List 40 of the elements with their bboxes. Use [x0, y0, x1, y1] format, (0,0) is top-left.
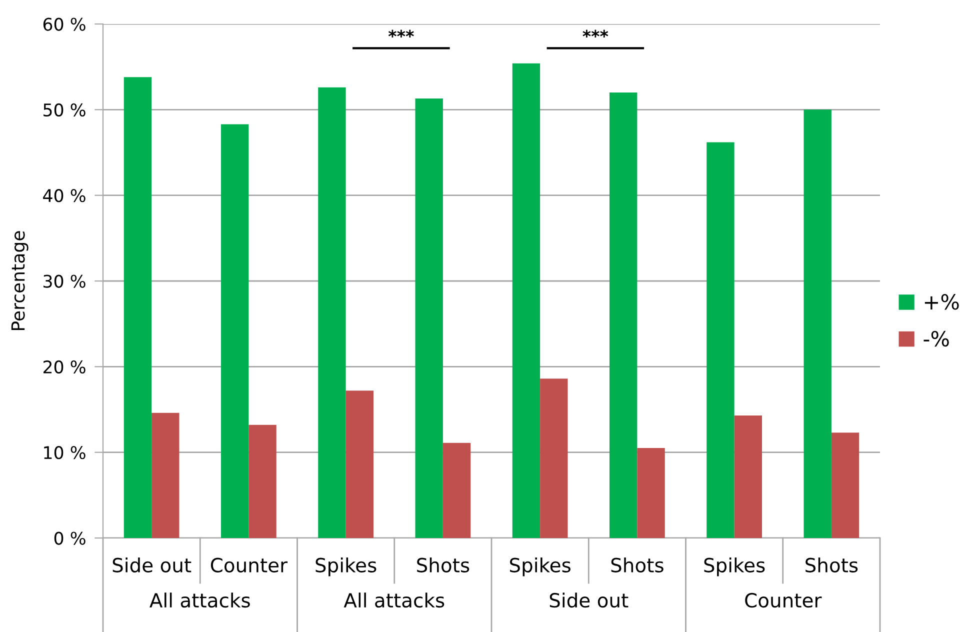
annotation: ***: [582, 30, 608, 38]
bar: [152, 412, 180, 538]
bar: [804, 110, 832, 538]
text: Side out: [550, 592, 628, 608]
y-tick-label: 20 %: [44, 360, 86, 374]
bar: [318, 87, 346, 538]
text: All attacks: [344, 592, 444, 608]
x-tick-label: Spikes: [510, 557, 570, 576]
y-tick-label: 60 %: [43, 18, 86, 31]
bar: [124, 77, 152, 538]
bar: [415, 98, 443, 538]
bar: [512, 63, 540, 538]
x-tick-label: Spikes: [704, 557, 765, 576]
y-tick-label: 40 %: [43, 189, 86, 202]
bar: [442, 442, 471, 538]
bar: [346, 390, 374, 538]
x-tick-label: Shots: [417, 557, 470, 572]
x-tick-label: Side out: [112, 557, 192, 572]
bar: [221, 124, 249, 538]
y-axis-title: Percentage: [11, 231, 28, 330]
y-tick-label: 30 %: [44, 274, 86, 288]
bar: [610, 92, 638, 538]
x-tick-label: Counter: [210, 558, 288, 572]
x-tick-label: Shots: [806, 557, 858, 572]
bar: [831, 432, 860, 538]
x-tick-label: Shots: [611, 557, 664, 572]
bar: [248, 424, 276, 538]
y-tick-label: 0 %: [54, 532, 86, 545]
bar: [734, 415, 762, 538]
bar: [540, 378, 568, 538]
legend-label: -%: [924, 330, 949, 347]
legend-label: +%: [924, 294, 959, 310]
y-tick-label: 50 %: [44, 103, 86, 117]
bar: [706, 142, 734, 538]
y-tick-label: 10 %: [44, 446, 86, 460]
text: Counter: [745, 592, 822, 608]
x-tick-label: Spikes: [316, 557, 376, 576]
text: All attacks: [150, 592, 250, 608]
bar: [637, 448, 665, 538]
annotation: ***: [388, 30, 414, 38]
